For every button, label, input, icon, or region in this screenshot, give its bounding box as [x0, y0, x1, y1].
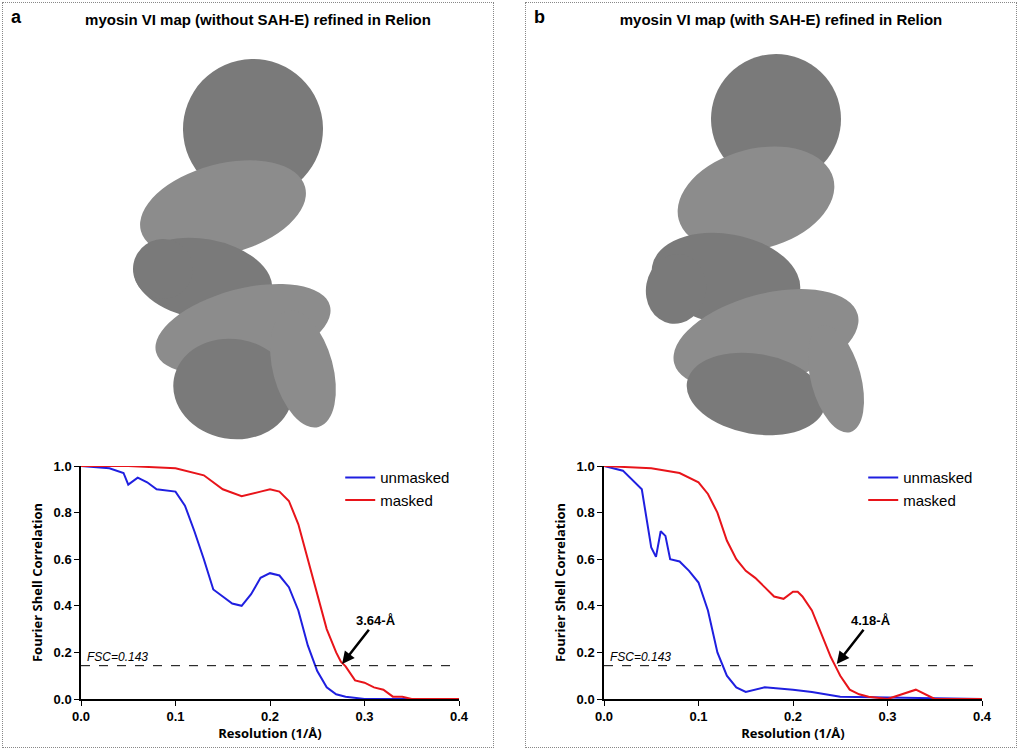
svg-text:Fourier Shell Correlation: Fourier Shell Correlation — [551, 503, 569, 662]
svg-text:FSC=0.143: FSC=0.143 — [610, 650, 671, 664]
svg-text:0.4: 0.4 — [973, 709, 992, 724]
svg-text:0.0: 0.0 — [595, 709, 613, 724]
svg-text:0.6: 0.6 — [577, 552, 595, 567]
svg-text:0.1: 0.1 — [689, 709, 707, 724]
svg-text:0.4: 0.4 — [577, 598, 596, 613]
svg-text:1.0: 1.0 — [577, 459, 595, 474]
svg-text:0.4: 0.4 — [450, 709, 469, 724]
svg-text:Resolution (1/Å): Resolution (1/Å) — [741, 724, 844, 742]
svg-text:4.18-Å: 4.18-Å — [851, 613, 891, 628]
svg-text:0.1: 0.1 — [166, 709, 184, 724]
svg-text:3.64-Å: 3.64-Å — [356, 613, 396, 628]
svg-text:0.2: 0.2 — [577, 645, 595, 660]
svg-text:Resolution (1/Å): Resolution (1/Å) — [218, 724, 321, 742]
html-text:a: a — [11, 7, 21, 27]
svg-text:0.0: 0.0 — [54, 692, 72, 707]
svg-text:unmasked: unmasked — [380, 469, 449, 486]
svg-text:0.6: 0.6 — [54, 552, 72, 567]
svg-text:0.8: 0.8 — [54, 505, 72, 520]
svg-text:0.8: 0.8 — [577, 505, 595, 520]
html-text:b: b — [534, 7, 545, 27]
html-text:myosin VI map (without SAH-E): myosin VI map (without SAH-E) refined in… — [85, 11, 431, 28]
svg-text:0.2: 0.2 — [261, 709, 279, 724]
svg-text:0.0: 0.0 — [72, 709, 90, 724]
svg-text:unmasked: unmasked — [903, 469, 972, 486]
svg-text:0.3: 0.3 — [355, 709, 373, 724]
svg-text:masked: masked — [380, 492, 433, 509]
svg-text:0.3: 0.3 — [878, 709, 896, 724]
svg-text:1.0: 1.0 — [54, 459, 72, 474]
svg-text:0.2: 0.2 — [54, 645, 72, 660]
html-text:myosin VI map (with SAH-E) ref: myosin VI map (with SAH-E) refined in Re… — [619, 11, 943, 28]
svg-text:0.4: 0.4 — [54, 598, 73, 613]
svg-text:0.2: 0.2 — [784, 709, 802, 724]
svg-text:0.0: 0.0 — [577, 692, 595, 707]
svg-text:Fourier Shell Correlation: Fourier Shell Correlation — [28, 503, 46, 662]
svg-text:masked: masked — [903, 492, 956, 509]
svg-text:FSC=0.143: FSC=0.143 — [87, 650, 148, 664]
